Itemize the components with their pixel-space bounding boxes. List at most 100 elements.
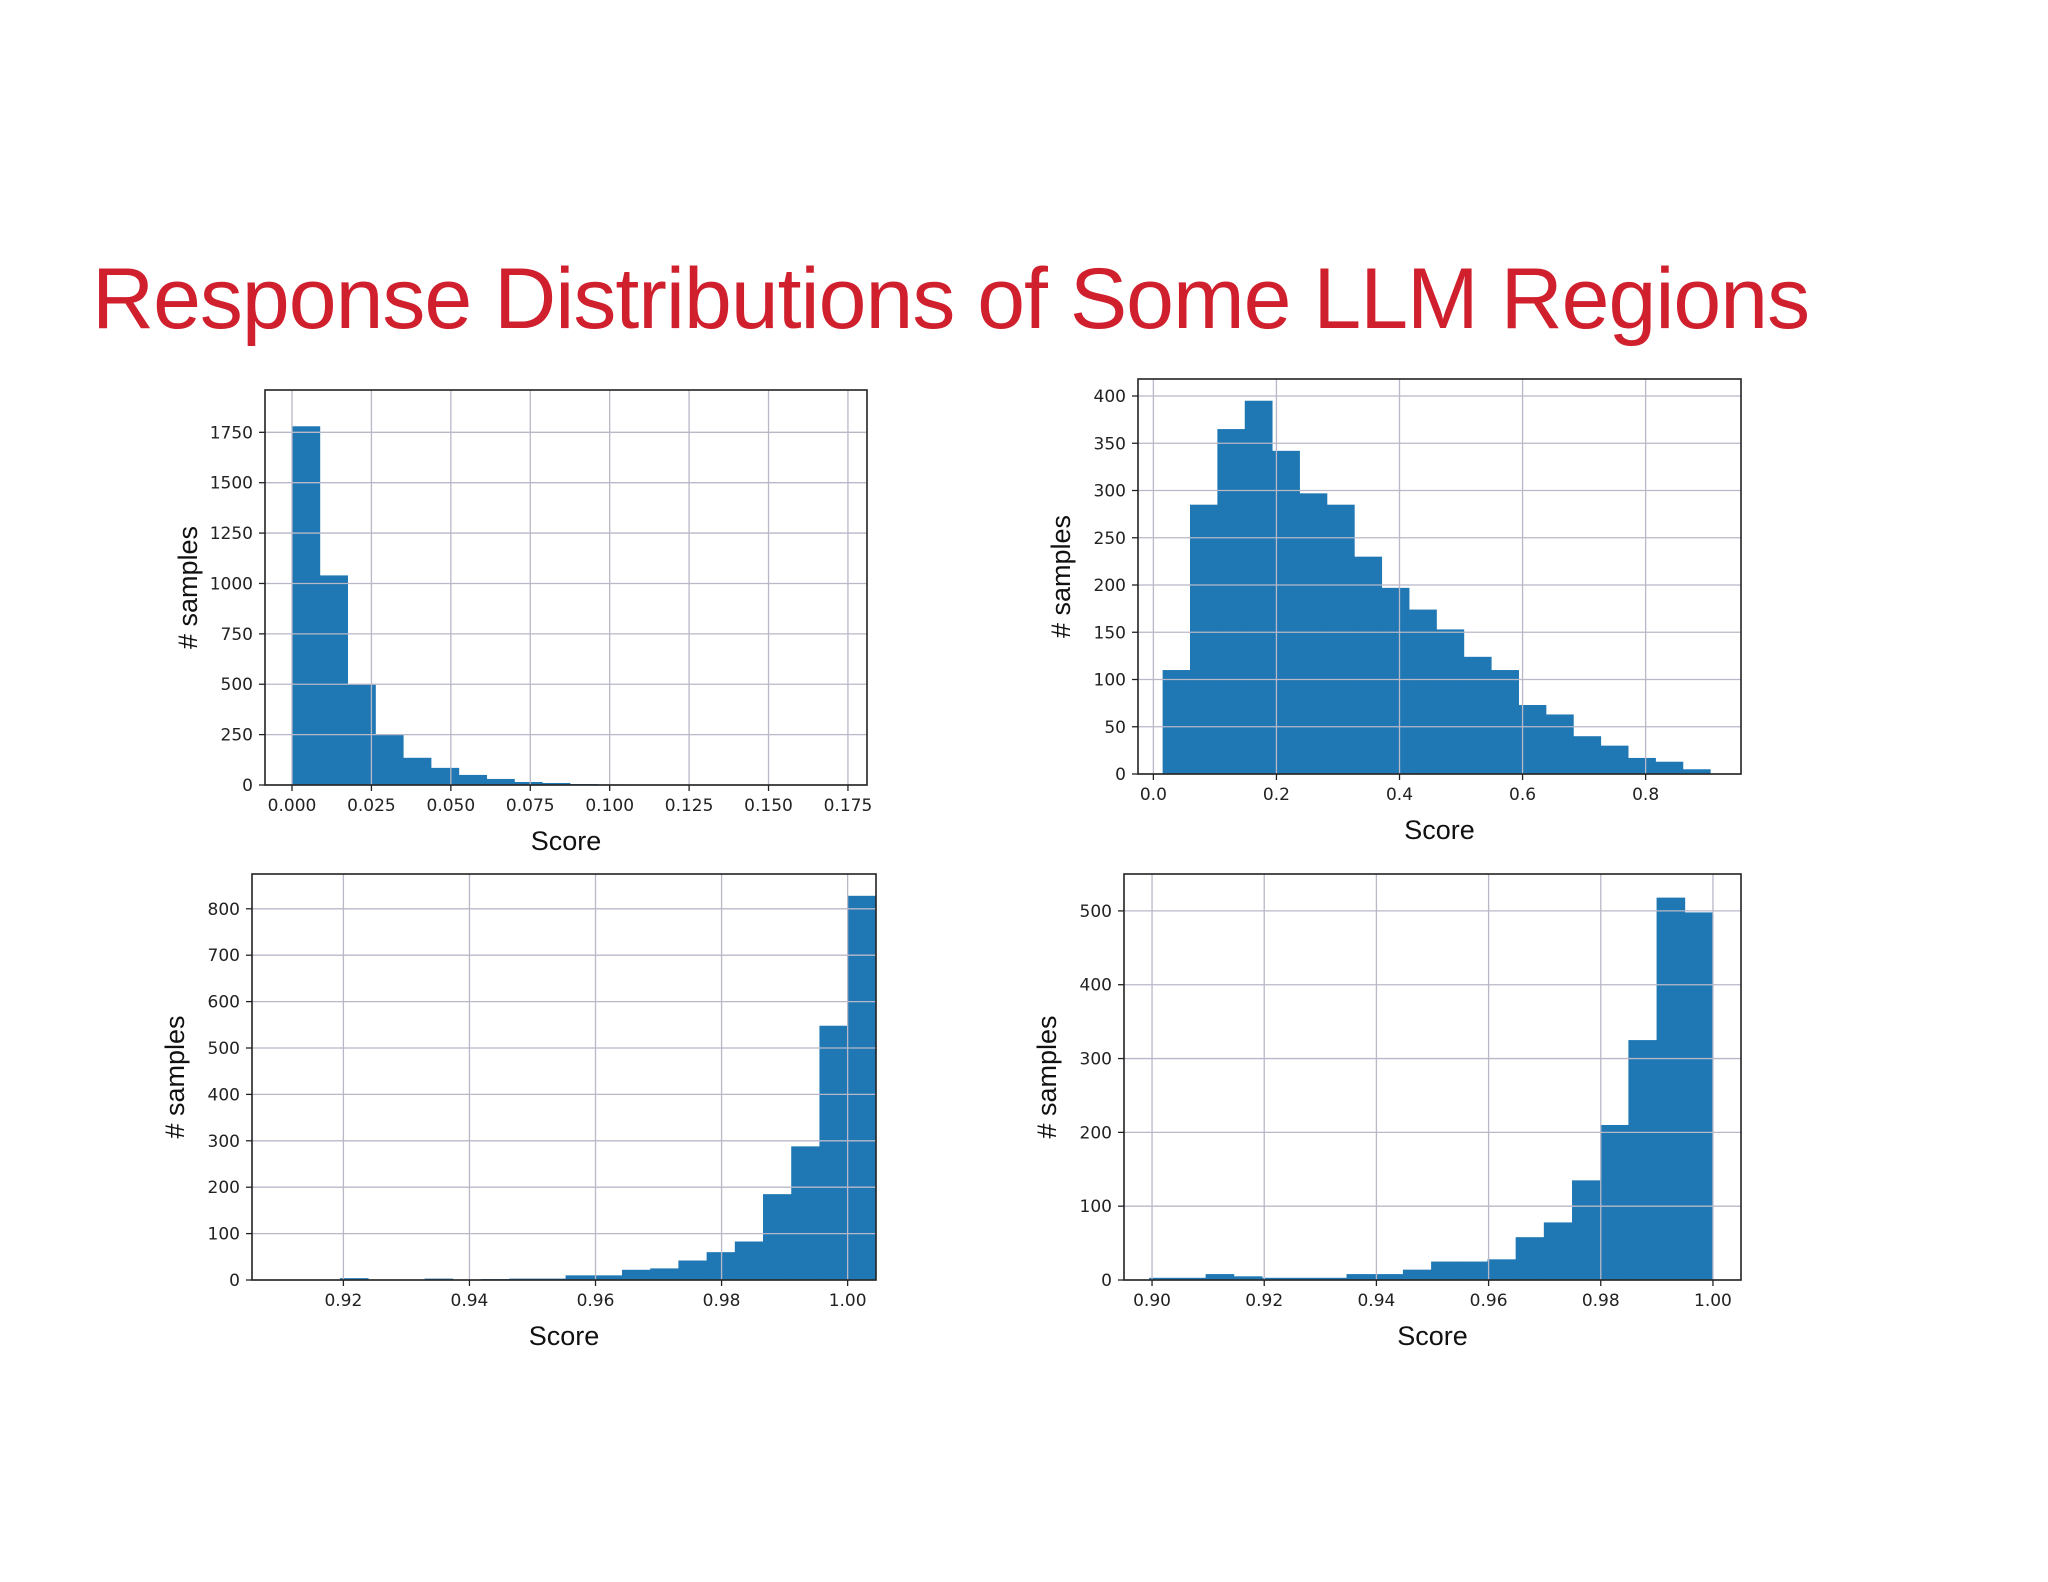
histogram-svg: 0.90 0.92 0.94 0.96 0.98 1.00 0 100 200 300 400 500…	[1032, 873, 1742, 1351]
bar	[430, 767, 460, 785]
y-tick-label: 50	[1104, 718, 1126, 738]
y-tick-label: 400	[1080, 976, 1112, 996]
y-tick-label: 250	[1094, 529, 1126, 549]
y-tick-label: 200	[1080, 1123, 1112, 1143]
x-axis-label: Score	[1397, 1321, 1468, 1351]
plot-frame	[264, 389, 868, 786]
x-tick-label: 0.92	[1245, 1291, 1283, 1311]
y-tick-label: 300	[1094, 482, 1126, 502]
x-axis-label: Score	[529, 1321, 600, 1351]
bar	[1431, 1261, 1460, 1280]
slide-title: Response Distributions of Some LLM Regio…	[92, 251, 1810, 347]
bar	[542, 782, 571, 785]
bar	[734, 1241, 764, 1280]
x-tick-label: 0.96	[577, 1291, 615, 1311]
x-tick-label: 0.98	[703, 1291, 741, 1311]
y-tick-label: 350	[1094, 434, 1126, 454]
bar	[593, 1275, 623, 1280]
x-tick-label: 0.025	[347, 796, 396, 816]
y-tick-label: 800	[208, 900, 240, 920]
bar-group	[292, 426, 849, 785]
bar	[1515, 1237, 1545, 1280]
y-tick-label: 100	[1094, 671, 1126, 691]
bar	[1177, 1277, 1207, 1280]
bar	[706, 1252, 736, 1280]
bar	[565, 1275, 595, 1280]
y-axis-label: # samples	[173, 526, 203, 649]
bar	[1299, 493, 1328, 774]
x-axis-label: Score	[1404, 815, 1475, 845]
y-tick-label: 200	[1094, 576, 1126, 596]
bar-group	[1162, 400, 1711, 774]
x-tick-label: 0.150	[744, 796, 793, 816]
x-tick-label: 0.100	[585, 796, 634, 816]
histogram-bottom-right: 0.90 0.92 0.94 0.96 0.98 1.00 0 100 200 300 400 500…	[1032, 854, 1761, 1365]
y-tick-label: 150	[1094, 623, 1126, 643]
bar	[1628, 757, 1656, 774]
bar	[763, 1194, 792, 1280]
bar	[486, 778, 515, 785]
x-tick-label: 0.8	[1632, 785, 1659, 805]
x-tick-label: 0.050	[427, 796, 476, 816]
x-tick-label: 0.92	[324, 1291, 362, 1311]
plot-frame	[1123, 873, 1742, 1281]
bar	[1436, 629, 1465, 774]
grid	[252, 874, 876, 1281]
bar	[1463, 656, 1492, 774]
bar	[819, 1025, 849, 1280]
bar	[1573, 736, 1602, 774]
y-tick-label: 600	[208, 993, 240, 1013]
x-tick-label: 0.125	[665, 796, 714, 816]
y-axis-label: # samples	[1046, 515, 1076, 638]
bar	[1487, 1259, 1517, 1280]
y-tick-label: 300	[1080, 1050, 1112, 1070]
y-tick-label: 400	[208, 1085, 240, 1105]
bar	[650, 1268, 679, 1280]
bar	[1409, 609, 1437, 774]
x-tick-label: 0.2	[1263, 785, 1290, 805]
x-tick-label: 0.175	[824, 796, 873, 816]
y-tick-label: 250	[221, 726, 253, 746]
y-tick-label: 700	[208, 946, 240, 966]
bar	[1682, 769, 1711, 774]
bar	[1656, 897, 1686, 1280]
histogram-svg: 0.000 0.025 0.050 0.075 0.100 0.125 0.150 0.175…	[173, 389, 873, 856]
y-tick-label: 750	[221, 625, 253, 645]
bar	[1600, 1124, 1629, 1280]
x-tick-label: 0.94	[451, 1291, 489, 1311]
y-tick-label: 100	[1080, 1197, 1112, 1217]
bar	[1346, 1274, 1376, 1280]
ticks: 0.0 0.2 0.4 0.6 0.8 0 50 100 150 200 250 300 350 400	[1094, 387, 1660, 805]
bar	[458, 774, 487, 785]
y-axis-label: # samples	[1032, 1015, 1062, 1138]
bar	[1217, 429, 1246, 774]
bar	[1233, 1276, 1263, 1280]
bar	[791, 1146, 820, 1280]
bar	[1374, 1274, 1404, 1280]
y-tick-label: 500	[221, 675, 253, 695]
y-tick-label: 500	[1080, 902, 1112, 922]
bar	[1354, 556, 1383, 774]
bar	[1189, 504, 1218, 774]
y-tick-label: 1500	[210, 474, 253, 494]
y-axis-label: # samples	[160, 1015, 190, 1138]
bar	[1318, 1277, 1347, 1280]
x-axis-label: Score	[531, 826, 602, 856]
bar	[1244, 400, 1273, 774]
bar	[1402, 1269, 1432, 1280]
bar	[375, 734, 404, 785]
x-tick-label: 0.6	[1509, 785, 1536, 805]
y-tick-label: 400	[1094, 387, 1126, 407]
bar	[403, 757, 432, 785]
bar	[319, 575, 348, 785]
bar	[1205, 1274, 1235, 1280]
y-tick-label: 1250	[210, 524, 253, 544]
bar	[1543, 1222, 1573, 1280]
bar	[514, 781, 543, 785]
x-tick-label: 0.94	[1357, 1291, 1395, 1311]
x-tick-label: 0.000	[268, 796, 317, 816]
bar	[1290, 1277, 1319, 1280]
y-tick-label: 0	[1101, 1271, 1112, 1291]
ticks: 0.90 0.92 0.94 0.96 0.98 1.00 0 100 200 300 400 500	[1080, 902, 1732, 1311]
